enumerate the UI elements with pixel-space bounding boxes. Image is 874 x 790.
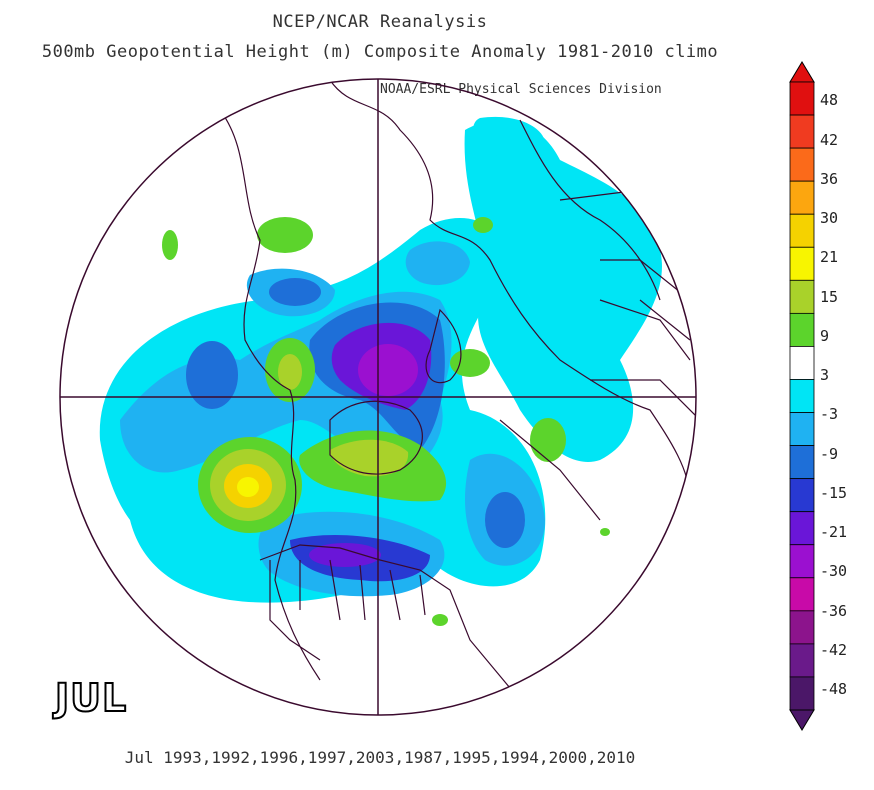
anomaly-pos-small-4 xyxy=(600,528,610,536)
colorbar-tick-label: 3 xyxy=(820,366,830,384)
credit-label: NOAA/ESRL Physical Sciences Division xyxy=(380,82,662,97)
colorbar-swatch xyxy=(789,511,815,546)
colorbar-tick-label: -30 xyxy=(820,562,848,581)
colorbar-bottom-arrow xyxy=(789,709,815,731)
anomaly-neg-medium-asia xyxy=(405,241,470,286)
colorbar-swatch xyxy=(789,676,815,711)
years-footer: Jul 1993,1992,1996,1997,2003,1987,1995,1… xyxy=(124,748,636,767)
colorbar-tick-label: -36 xyxy=(820,601,848,620)
colorbar-swatch xyxy=(789,379,815,413)
anomaly-neg-peak-us xyxy=(309,543,381,567)
anomaly-neg-light-top xyxy=(473,116,546,160)
colorbar-swatch xyxy=(789,445,815,480)
colorbar-swatch xyxy=(789,577,815,612)
anomaly-pos-small-3 xyxy=(432,614,448,626)
colorbar-swatch xyxy=(789,180,815,215)
anomaly-pos-arctic-inner xyxy=(330,439,409,477)
colorbar-tick-label: -9 xyxy=(820,444,839,463)
anomaly-neg-dark-atlantic xyxy=(485,492,525,548)
colorbar-tick-label: -15 xyxy=(820,483,848,502)
colorbar-swatch xyxy=(789,279,815,314)
month-label: JUL xyxy=(54,675,128,721)
colorbar-swatch xyxy=(789,312,815,347)
colorbar-top-arrow xyxy=(789,61,815,83)
colorbar-swatch xyxy=(789,114,815,149)
colorbar-tick-label: 15 xyxy=(820,287,839,306)
colorbar-swatch xyxy=(789,610,815,645)
anomaly-pos-asia xyxy=(450,349,490,377)
anomaly-neg-light-northeast xyxy=(464,120,662,462)
anomaly-neg-peak xyxy=(358,344,418,396)
anomaly-field xyxy=(99,116,662,626)
colorbar-tick-label: -21 xyxy=(820,523,848,541)
colorbar-swatch xyxy=(789,147,815,182)
colorbar-swatch xyxy=(789,478,815,513)
colorbar-swatch xyxy=(789,246,815,281)
anomaly-pos-pacific-peak xyxy=(237,477,259,497)
colorbar-tick-label: 42 xyxy=(820,130,839,149)
anomaly-neg-dark-pacific xyxy=(186,341,238,409)
colorbar-tick-label: 48 xyxy=(820,91,839,110)
anomaly-pos-small-1 xyxy=(162,230,178,260)
anomaly-pos-siberia-inner xyxy=(278,354,302,390)
colorbar-swatch xyxy=(789,643,815,678)
anomaly-neg-dark-canada xyxy=(269,278,321,306)
colorbar-tick-label: 21 xyxy=(820,248,839,267)
colorbar-tick-label: -3 xyxy=(820,405,839,424)
anomaly-pos-small-2 xyxy=(473,217,493,233)
colorbar-tick-label: -48 xyxy=(820,680,848,698)
colorbar-swatch xyxy=(789,213,815,248)
colorbar-tick-label: 36 xyxy=(820,169,839,188)
colorbar-swatch xyxy=(789,412,815,446)
chart-subtitle: 500mb Geopotential Height (m) Composite … xyxy=(41,42,719,62)
chart-title: NCEP/NCAR Reanalysis xyxy=(272,12,488,32)
colorbar-tick-label: 9 xyxy=(820,326,830,345)
anomaly-pos-north xyxy=(257,217,313,253)
colorbar-swatch xyxy=(789,81,815,116)
colorbar-tick-label: -42 xyxy=(820,640,848,659)
colorbar-swatch xyxy=(789,346,815,380)
anomaly-pos-europe xyxy=(530,418,566,462)
colorbar xyxy=(789,61,815,731)
colorbar-swatch xyxy=(789,544,815,579)
colorbar-tick-label: 30 xyxy=(820,209,839,227)
